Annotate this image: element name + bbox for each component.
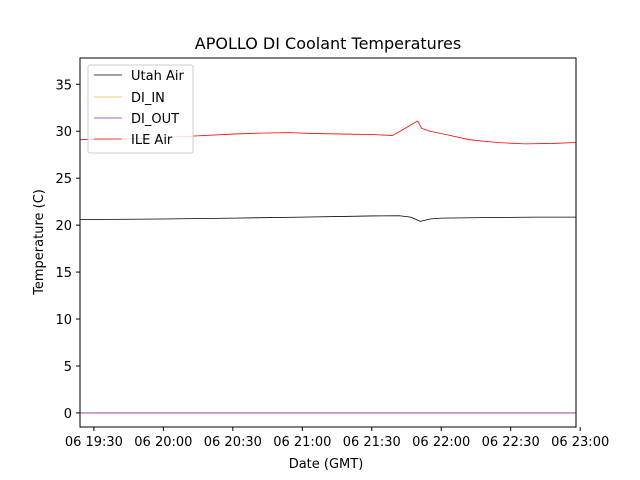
y-tick-label: 35 bbox=[55, 78, 72, 93]
legend-label-di-out: DI_OUT bbox=[131, 112, 179, 127]
x-tick-label: 06 21:00 bbox=[273, 435, 331, 450]
y-tick-label: 15 bbox=[55, 266, 72, 281]
x-tick-label: 06 21:30 bbox=[343, 435, 401, 450]
legend-box bbox=[87, 64, 194, 154]
x-axis-label: Date (GMT) bbox=[289, 457, 364, 472]
x-tick-label: 06 23:00 bbox=[551, 435, 609, 450]
series-line-utah-air bbox=[79, 215, 576, 222]
y-axis-label: Temperature (C) bbox=[32, 189, 47, 296]
y-tick-label: 0 bbox=[64, 407, 72, 422]
legend-label-ile-air: ILE Air bbox=[131, 133, 173, 148]
chart-title: APOLLO DI Coolant Temperatures bbox=[195, 34, 461, 53]
x-tick-label: 06 20:30 bbox=[204, 435, 262, 450]
x-tick-label: 06 19:30 bbox=[65, 435, 123, 450]
y-tick-label: 30 bbox=[55, 125, 72, 140]
legend-label-di-in: DI_IN bbox=[131, 91, 165, 106]
legend-label-utah-air: Utah Air bbox=[131, 69, 184, 84]
y-tick-label: 10 bbox=[55, 313, 72, 328]
series-layer bbox=[79, 120, 577, 414]
y-axis: 0 5 10 15 20 25 30 35 bbox=[55, 78, 80, 422]
legend: Utah Air DI_IN DI_OUT ILE Air bbox=[87, 64, 194, 154]
x-axis: 06 19:30 06 20:00 06 20:30 06 21:00 06 21:30… bbox=[65, 427, 609, 450]
x-tick-label: 06 22:00 bbox=[412, 435, 470, 450]
plot-frame bbox=[79, 57, 577, 428]
x-tick-label: 06 22:30 bbox=[482, 435, 540, 450]
y-tick-label: 25 bbox=[55, 172, 72, 187]
x-tick-label: 06 20:00 bbox=[134, 435, 192, 450]
y-tick-label: 5 bbox=[64, 360, 72, 375]
series-line-ile-air bbox=[79, 120, 577, 145]
y-tick-label: 20 bbox=[55, 219, 72, 234]
